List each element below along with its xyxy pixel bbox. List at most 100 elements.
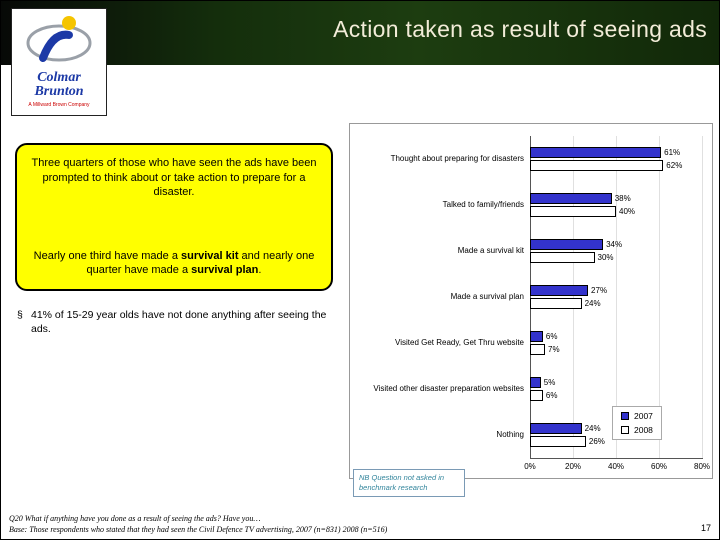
bar-group: 34% 30% (530, 238, 702, 264)
bar-line: 40% (530, 205, 702, 218)
bar-value-label: 40% (619, 207, 636, 216)
bar-2007 (530, 239, 604, 250)
chart-legend: 2007 2008 (612, 406, 662, 440)
bar-value-label: 7% (548, 345, 560, 354)
bar-2008 (530, 160, 664, 171)
chart-row: Visited other disaster preparation websi… (350, 366, 702, 412)
chart-row: Talked to family/friends 38% 40% (350, 182, 702, 228)
legend-entry-2007: 2007 (621, 411, 653, 421)
chart-rows: Thought about preparing for disasters 61%… (350, 136, 702, 458)
bar-2008 (530, 252, 595, 263)
gridline (702, 136, 703, 458)
bar-2007 (530, 423, 582, 434)
bar-2008 (530, 298, 582, 309)
footer: Q20 What if anything have you done as a … (9, 514, 699, 536)
bar-value-label: 61% (664, 148, 681, 157)
bar-2007 (530, 193, 612, 204)
x-axis-tick: 80% (693, 462, 711, 471)
chart-row: Made a survival kit 34% 30% (350, 228, 702, 274)
bar-line: 24% (530, 422, 702, 435)
bar-2008 (530, 344, 546, 355)
category-label: Thought about preparing for disasters (390, 154, 524, 164)
bullet-text: 41% of 15-29 year olds have not done any… (31, 309, 327, 335)
summary-paragraph-1: Three quarters of those who have seen th… (31, 157, 317, 199)
bar-line: 62% (530, 159, 702, 172)
bar-group: 61% 62% (530, 146, 702, 172)
category-label: Made a survival kit (457, 246, 524, 256)
bar-line: 24% (530, 297, 702, 310)
footer-base: Base: Those respondents who stated that … (9, 525, 388, 535)
bar-line: 5% (530, 376, 702, 389)
bar-2007 (530, 147, 662, 158)
bar-value-label: 6% (545, 332, 558, 341)
bar-chart-panel: Thought about preparing for disasters 61%… (349, 123, 713, 479)
summary-callout-box: Three quarters of those who have seen th… (15, 143, 333, 291)
bar-group: 24% 26% (530, 422, 702, 448)
summary-paragraph-2: Nearly one third have made a survival ki… (33, 249, 315, 277)
bar-line: 30% (530, 251, 702, 264)
bar-value-label: 24% (584, 299, 601, 308)
logo-name-line2: Brunton (34, 84, 84, 100)
x-axis-tick: 40% (607, 462, 625, 471)
bar-2008 (530, 206, 616, 217)
bar-group: 5% 6% (530, 376, 702, 402)
chart-row: Visited Get Ready, Get Thru website 6% 7% (350, 320, 702, 366)
legend-label: 2007 (634, 411, 653, 421)
bar-value-label: 5% (543, 378, 556, 387)
x-axis: 0% 20% 40% 60% 80% (524, 462, 710, 474)
legend-label: 2008 (634, 425, 653, 435)
legend-entry-2008: 2008 (621, 425, 653, 435)
colmar-brunton-logo: Colmar Brunton A Millward Brown Company (11, 8, 107, 116)
x-axis-tick: 20% (564, 462, 582, 471)
bar-group: 38% 40% (530, 192, 702, 218)
bar-line: 61% (530, 146, 702, 159)
logo-name-line1: Colmar (37, 70, 81, 85)
bar-2008 (530, 390, 543, 401)
bar-line: 34% (530, 238, 702, 251)
bar-group: 6% 7% (530, 330, 702, 356)
bar-value-label: 6% (545, 391, 558, 400)
bar-line: 38% (530, 192, 702, 205)
page-number: 17 (700, 523, 711, 533)
x-axis-tick: 0% (524, 462, 536, 471)
bar-2008 (530, 436, 586, 447)
category-label: Made a survival plan (450, 292, 524, 302)
note-box: NB Question not asked in benchmark resea… (353, 469, 465, 497)
bar-line: 27% (530, 284, 702, 297)
bar-value-label: 26% (588, 437, 605, 446)
category-label: Visited other disaster preparation websi… (373, 384, 524, 394)
bar-value-label: 24% (584, 424, 601, 433)
bullet-marker: § (17, 309, 23, 321)
bar-line: 6% (530, 389, 702, 402)
bar-2007 (530, 331, 543, 342)
bullet-point: § 41% of 15-29 year olds have not done a… (17, 309, 327, 336)
chart-row: Thought about preparing for disasters 61%… (350, 136, 702, 182)
legend-swatch-2008 (621, 426, 629, 434)
bar-group: 27% 24% (530, 284, 702, 310)
bold-survival-kit: survival kit (181, 249, 239, 262)
bar-line: 26% (530, 435, 702, 448)
legend-swatch-2007 (621, 412, 629, 420)
bar-value-label: 34% (606, 240, 623, 249)
category-label: Nothing (496, 430, 524, 440)
chart-row: Nothing 24% 26% (350, 412, 702, 458)
x-axis-tick: 60% (650, 462, 668, 471)
footer-question: Q20 What if anything have you done as a … (9, 514, 261, 524)
page-title: Action taken as result of seeing ads (333, 16, 707, 42)
colmar-brunton-logo-icon (23, 12, 95, 71)
bar-2007 (530, 285, 589, 296)
bar-value-label: 27% (591, 286, 608, 295)
category-label: Talked to family/friends (442, 200, 524, 210)
bold-survival-plan: survival plan (191, 264, 259, 277)
bar-value-label: 62% (666, 161, 683, 170)
logo-tagline: A Millward Brown Company (28, 101, 90, 108)
header-bar: Action taken as result of seeing ads (1, 1, 719, 65)
bar-line: 6% (530, 330, 702, 343)
chart-row: Made a survival plan 27% 24% (350, 274, 702, 320)
bar-line: 7% (530, 343, 702, 356)
bar-2007 (530, 377, 541, 388)
bar-value-label: 38% (614, 194, 631, 203)
bar-value-label: 30% (597, 253, 614, 262)
category-label: Visited Get Ready, Get Thru website (395, 338, 524, 348)
